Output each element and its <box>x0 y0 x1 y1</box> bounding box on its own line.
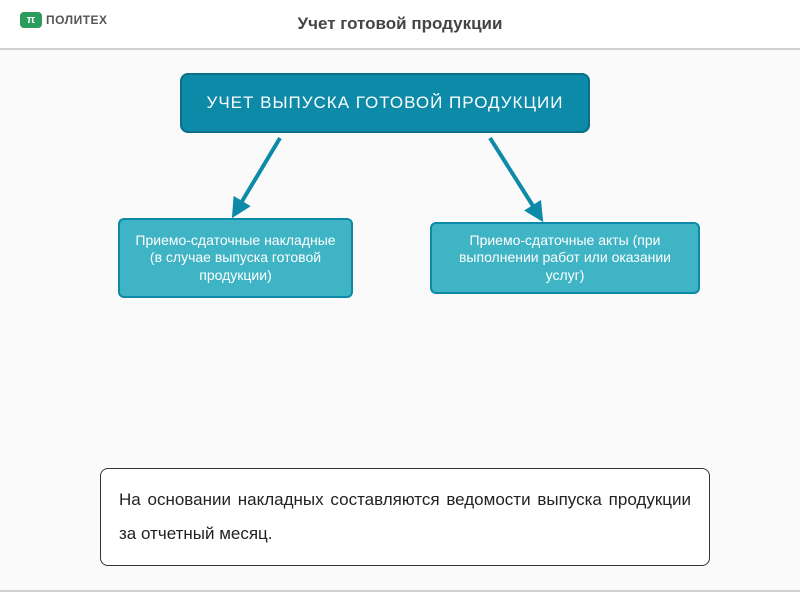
note-box: На основании накладных составляются ведо… <box>100 468 710 566</box>
flowchart-child-node-1: Приемо-сдаточные накладные (в случае вып… <box>118 218 353 298</box>
flowchart-child-node-2: Приемо-сдаточные акты (при выполнении ра… <box>430 222 700 294</box>
footer-divider <box>0 590 800 592</box>
